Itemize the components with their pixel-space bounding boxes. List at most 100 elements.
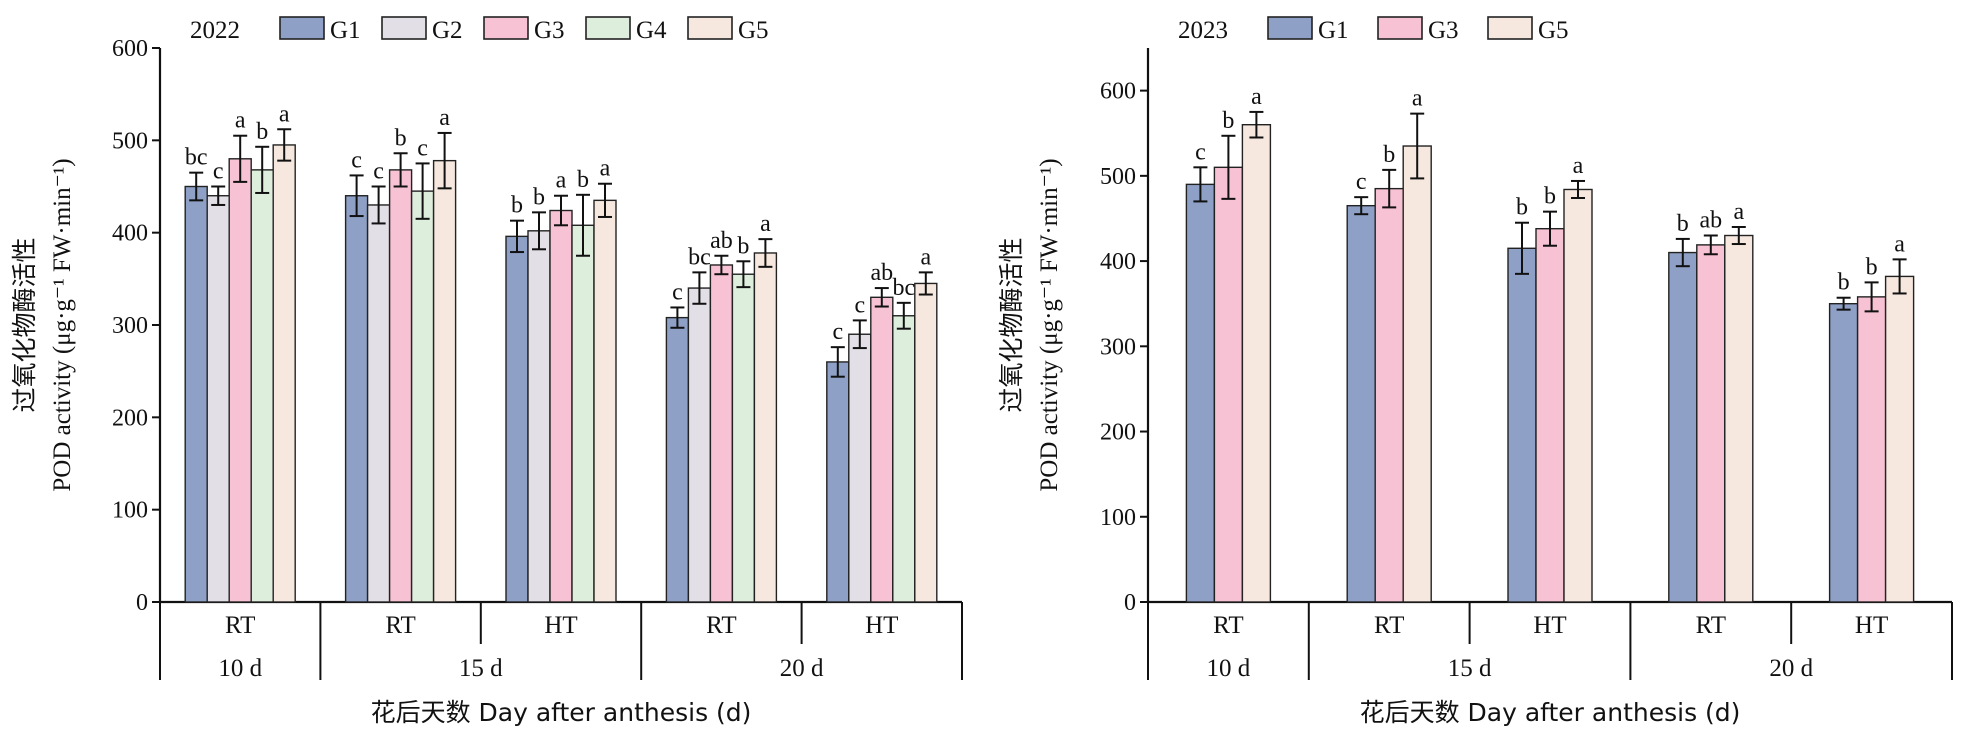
bar-g1 <box>1668 251 1698 603</box>
y-tick-label: 300 <box>112 313 148 339</box>
significance-letter: c <box>213 159 224 185</box>
bar-g1 <box>1507 247 1537 603</box>
legend-swatch-g1 <box>279 16 325 40</box>
legend-label-g1: G1 <box>330 17 361 44</box>
chart-panel-2023: 0 100 200 300 400 500 600 过氧化物酶活性 POD activity (… <box>997 16 1953 727</box>
legend-swatch-g5 <box>1487 16 1533 40</box>
significance-letter: a <box>600 156 611 182</box>
y-axis-label-en: POD activity (μg·g⁻¹ FW·min⁻¹) <box>49 158 76 491</box>
bar-g1 <box>1828 302 1859 603</box>
treatment-label: HT <box>1533 612 1566 639</box>
y-tick-label: 100 <box>1100 505 1136 531</box>
bar-g3 <box>549 209 573 603</box>
significance-letter: a <box>1733 199 1744 225</box>
legend-label-g5: G5 <box>1538 17 1569 44</box>
bar-g1 <box>184 185 208 603</box>
year-label: 2022 <box>190 17 240 44</box>
y-tick-label: 0 <box>136 590 148 616</box>
significance-letter: b <box>533 184 545 210</box>
treatment-label: RT <box>706 612 736 639</box>
significance-letter: b <box>1677 211 1689 237</box>
treatment-label: HT <box>1855 612 1888 639</box>
legend-label-g3: G3 <box>534 17 565 44</box>
legend-swatch-g1 <box>1267 16 1313 40</box>
bar-g3 <box>709 264 734 603</box>
significance-letter: ab <box>1699 208 1722 234</box>
significance-letter: c <box>373 159 384 185</box>
significance-letter: c <box>672 279 683 305</box>
bar-g2 <box>366 204 391 603</box>
bar-g4 <box>731 273 756 603</box>
significance-letter: b <box>737 233 749 259</box>
significance-letter: b <box>256 119 268 145</box>
significance-letter: b <box>577 167 589 193</box>
day-label: 20 d <box>780 655 824 682</box>
bar-g5 <box>1402 145 1432 603</box>
bar-g5 <box>432 159 457 603</box>
y-axis-label-en: POD activity (μg·g⁻¹ FW·min⁻¹) <box>1036 158 1063 491</box>
y-axis-label-cn: 过氧化物酶活性 <box>997 237 1026 412</box>
bar-g2 <box>206 195 230 603</box>
bar-g4 <box>571 224 595 603</box>
legend-swatch-g3 <box>1377 16 1423 40</box>
bar-g5 <box>914 282 938 603</box>
significance-letter: c <box>417 135 428 161</box>
significance-letter: b <box>1544 184 1556 210</box>
treatment-label: RT <box>385 612 415 639</box>
significance-letter: a <box>1412 86 1423 112</box>
bar-g2 <box>848 333 872 603</box>
bar-g5 <box>1884 275 1915 603</box>
legend-label-g1: G1 <box>1318 17 1349 44</box>
significance-letter: c <box>1195 139 1206 165</box>
bar-g3 <box>1696 244 1726 603</box>
treatment-label: HT <box>544 612 577 639</box>
y-tick-label: 600 <box>1100 79 1136 105</box>
y-tick-label: 200 <box>1100 420 1136 446</box>
y-tick-label: 400 <box>1100 249 1136 275</box>
bar-g3 <box>228 158 252 603</box>
legend-swatch-g3 <box>483 16 529 40</box>
legend-swatch-g4 <box>585 16 631 40</box>
significance-letter: c <box>832 319 843 345</box>
y-tick-label: 100 <box>112 498 148 524</box>
legend-label-g4: G4 <box>636 17 667 44</box>
significance-letter: a <box>1573 153 1584 179</box>
significance-letter: bc <box>688 244 711 270</box>
y-tick-label: 500 <box>112 128 148 154</box>
year-label: 2023 <box>1178 17 1228 44</box>
significance-letter: c <box>1356 169 1367 195</box>
bar-g5 <box>1724 234 1754 603</box>
bar-g3 <box>1856 296 1887 603</box>
significance-letter: b <box>511 193 523 219</box>
significance-letter: a <box>235 108 246 134</box>
significance-letter: a <box>760 211 771 237</box>
bar-g5 <box>1241 124 1272 603</box>
bar-g5 <box>1563 188 1593 603</box>
bar-g5 <box>753 252 778 603</box>
y-tick-label: 600 <box>112 36 148 62</box>
bar-g3 <box>870 296 894 603</box>
significance-letter: b <box>1866 254 1878 280</box>
legend-label-g2: G2 <box>432 17 463 44</box>
bar-g1 <box>1346 204 1376 603</box>
day-label: 10 d <box>1207 655 1251 682</box>
significance-letter: a <box>920 244 931 270</box>
treatment-label: RT <box>225 612 255 639</box>
bar-g5 <box>272 144 296 603</box>
significance-letter: b <box>1516 195 1528 221</box>
legend-label-g5: G5 <box>738 17 769 44</box>
significance-letter: a <box>1894 231 1905 257</box>
significance-letter: a <box>439 105 450 131</box>
x-axis-title: 花后天数 Day after anthesis (d) <box>371 698 752 727</box>
significance-letter: ab <box>710 228 733 254</box>
significance-letter: a <box>1251 84 1262 110</box>
bar-g1 <box>344 195 369 603</box>
significance-letter: c <box>351 147 362 173</box>
significance-letter: c <box>854 292 865 318</box>
bar-g2 <box>687 287 712 603</box>
y-tick-label: 200 <box>112 405 148 431</box>
y-axis-label-cn: 过氧化物酶活性 <box>10 237 39 412</box>
bar-g4 <box>410 190 435 603</box>
bar-g1 <box>1185 183 1216 603</box>
